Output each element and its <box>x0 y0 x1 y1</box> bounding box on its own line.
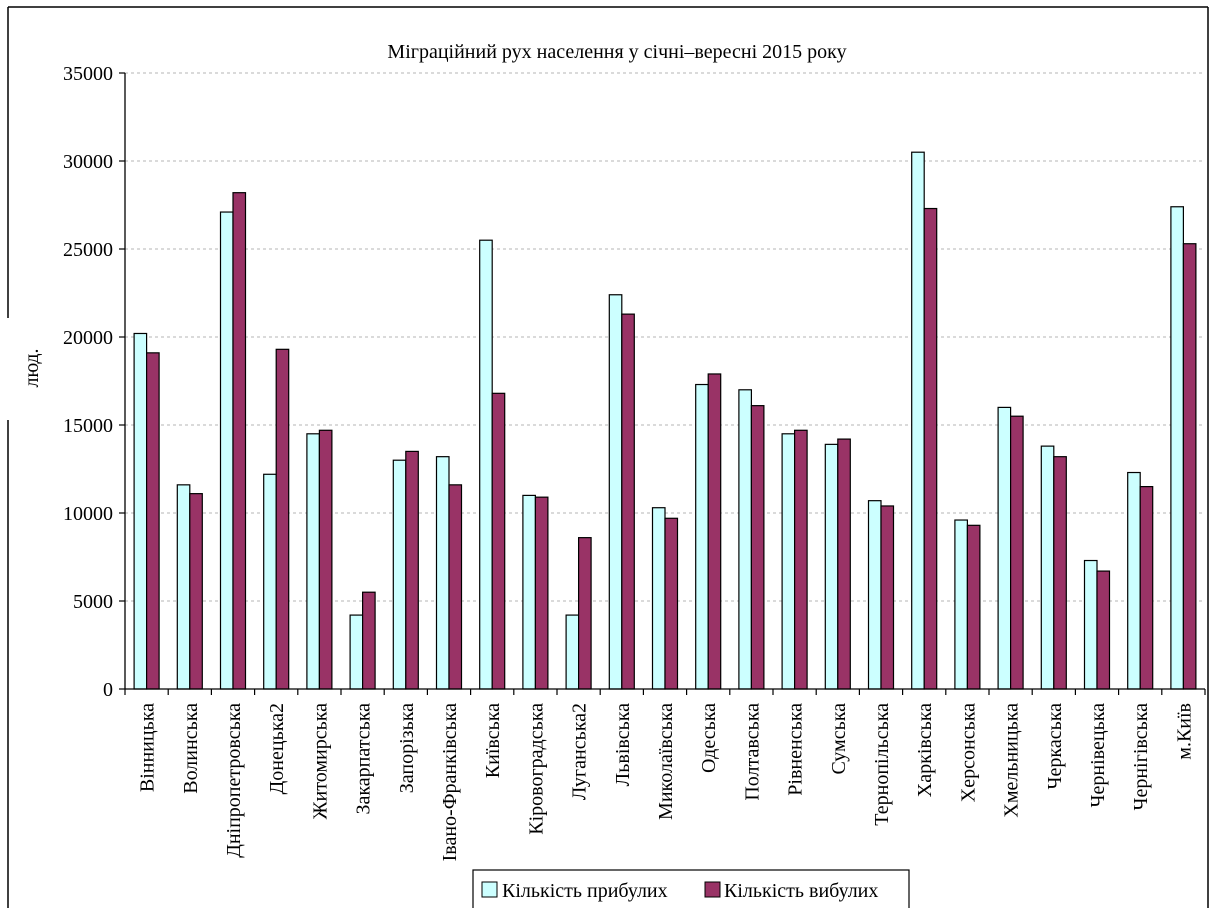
x-tick-label: Кіровоградська <box>525 703 547 835</box>
bar <box>1139 486 1154 690</box>
bar <box>275 348 290 690</box>
x-tick-label: Тернопільська <box>871 703 893 826</box>
bar <box>664 517 679 690</box>
bar <box>1127 471 1141 690</box>
bar <box>479 239 493 690</box>
bar <box>522 494 537 690</box>
y-tick-label: 30000 <box>63 151 113 173</box>
bar <box>651 507 666 690</box>
bar <box>349 614 364 690</box>
x-tick-label: Волинська <box>180 703 202 794</box>
x-tick-label: Львівська <box>612 703 634 786</box>
y-axis-label: люд. <box>21 348 43 387</box>
bar <box>448 484 463 690</box>
bar <box>837 438 851 690</box>
bar <box>133 332 148 690</box>
legend: Кількість прибулих Кількість вибулих <box>472 869 910 911</box>
y-tick-label: 25000 <box>63 239 113 261</box>
bar <box>306 433 320 690</box>
y-tick-label: 35000 <box>63 63 113 85</box>
x-tick-label: Чернівецька <box>1087 703 1109 808</box>
x-tick-label: Сумська <box>828 703 850 775</box>
x-tick-label: Хмельницька <box>1001 703 1023 818</box>
legend-label-departures: Кількість вибулих <box>724 880 878 902</box>
bar <box>923 207 938 690</box>
bar <box>738 389 753 690</box>
bar <box>750 405 765 690</box>
x-tick-label: Черкаська <box>1044 703 1066 790</box>
x-tick-label: Рівненська <box>785 703 807 796</box>
x-tick-label: Вінницька <box>137 703 159 792</box>
bars <box>133 151 1197 690</box>
x-tick-label: Херсонська <box>957 703 979 802</box>
bar <box>824 443 839 690</box>
bar <box>707 373 722 690</box>
bar <box>1009 415 1024 690</box>
bar <box>997 406 1012 690</box>
bar <box>491 392 506 690</box>
legend-swatch-arrivals <box>481 881 498 898</box>
x-tick-label: Миколаївська <box>655 703 677 820</box>
bar <box>1096 570 1111 690</box>
bar <box>1182 243 1197 690</box>
bar <box>534 496 549 690</box>
axes <box>124 73 1206 695</box>
x-tick-label: Донецька2 <box>266 703 288 794</box>
bar <box>565 614 580 690</box>
bar <box>435 456 450 690</box>
bar <box>608 294 623 690</box>
bar <box>695 383 709 690</box>
bar <box>232 192 247 690</box>
x-tick-label: Запорізька <box>396 703 418 793</box>
bar <box>577 537 592 690</box>
bar <box>362 591 376 690</box>
x-tick-label: Івано-Франківська <box>439 703 461 861</box>
bar <box>954 519 969 690</box>
bar <box>219 211 234 690</box>
legend-swatch-departures <box>704 881 721 898</box>
bar <box>146 352 160 690</box>
bar <box>189 493 203 690</box>
bar <box>263 473 277 690</box>
bar <box>1083 559 1098 690</box>
y-tick-label: 0 <box>103 679 113 701</box>
x-tick-label: Харківська <box>914 703 936 797</box>
bar <box>966 524 981 690</box>
y-axis-ticks: 0 5000 10000 15000 20000 25000 30000 35000 <box>63 63 125 701</box>
bar <box>911 151 925 690</box>
x-tick-label: Житомирська <box>309 703 331 819</box>
bar <box>621 313 635 690</box>
bar <box>176 484 191 690</box>
bar <box>1053 456 1067 690</box>
y-tick-label: 20000 <box>63 327 113 349</box>
bar <box>1040 445 1055 690</box>
x-tick-label: Закарпатська <box>353 703 375 815</box>
legend-box <box>472 869 910 911</box>
bar <box>793 429 808 690</box>
bar <box>1170 206 1185 690</box>
bar <box>880 505 895 690</box>
x-tick-label: Дніпропетровська <box>223 703 245 858</box>
x-tick-label: Полтавська <box>741 703 763 801</box>
x-tick-label: м.Київ <box>1173 703 1195 760</box>
legend-label-arrivals: Кількість прибулих <box>502 880 668 902</box>
x-axis-labels: Вінницька Волинська Дніпропетровська Донець… <box>137 703 1196 861</box>
x-tick-label: Київська <box>482 703 504 778</box>
bar <box>318 429 333 690</box>
x-tick-label: Луганська2 <box>569 703 591 800</box>
y-tick-label: 10000 <box>63 503 113 525</box>
bar <box>781 433 796 690</box>
chart-title: Міграційний рух населення у січні–вересн… <box>387 41 846 63</box>
x-tick-label: Чернігівська <box>1130 703 1152 811</box>
y-tick-label: 5000 <box>73 591 113 613</box>
bar <box>392 459 407 690</box>
bar <box>867 500 882 690</box>
bar <box>405 450 419 690</box>
x-tick-label: Одеська <box>698 703 720 773</box>
y-tick-label: 15000 <box>63 415 113 437</box>
